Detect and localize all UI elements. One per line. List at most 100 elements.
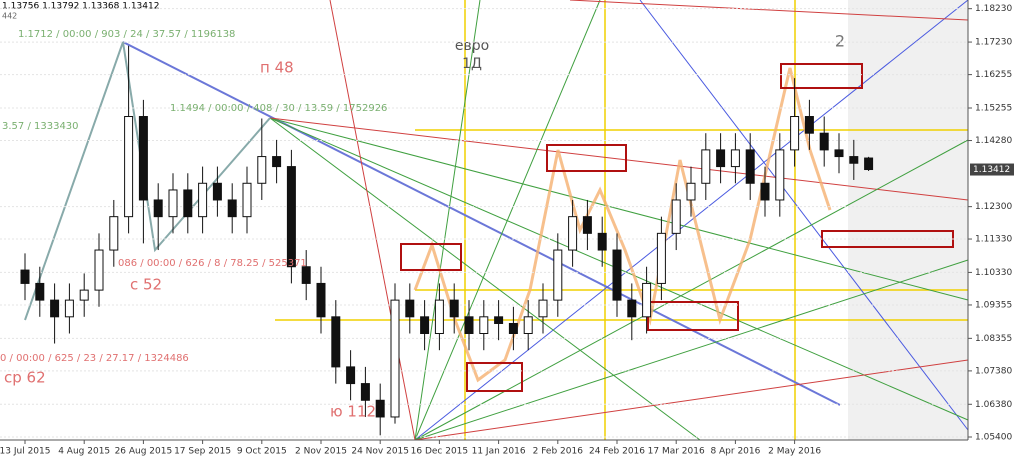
x-tick-label: 2 Nov 2015 bbox=[295, 447, 347, 457]
y-tick-label: 1.14280 bbox=[975, 136, 1012, 146]
y-tick-label: 1.16255 bbox=[975, 70, 1012, 80]
y-tick-label: 1.15255 bbox=[975, 103, 1012, 113]
candle-body bbox=[745, 149, 755, 184]
candle-body bbox=[449, 299, 459, 318]
y-tick-label: 1.18230 bbox=[975, 4, 1012, 14]
candle-body bbox=[464, 316, 474, 335]
y-tick-label: 1.07380 bbox=[975, 366, 1012, 376]
candle-body bbox=[671, 199, 681, 234]
future-zone bbox=[848, 0, 968, 440]
candle-body bbox=[64, 299, 74, 318]
candle-body bbox=[716, 149, 726, 168]
x-tick-label: 8 Apr 2016 bbox=[710, 447, 760, 457]
y-tick-label: 1.06380 bbox=[975, 400, 1012, 410]
annotation: ю 112 bbox=[330, 403, 376, 421]
candle-body bbox=[405, 299, 415, 318]
candle-body bbox=[656, 232, 666, 284]
candle-body bbox=[508, 322, 518, 335]
candle-body bbox=[35, 282, 45, 301]
x-tick-label: 2 May 2016 bbox=[768, 447, 821, 457]
fan-line bbox=[269, 117, 969, 201]
y-tick-label: 1.05400 bbox=[975, 432, 1012, 442]
header: 1.13756 1.13792 1.13368 1.13412 bbox=[2, 2, 159, 12]
candle-body bbox=[79, 289, 89, 301]
candle-body bbox=[538, 299, 548, 318]
trend-line bbox=[639, 0, 969, 431]
y-tick-label: 1.17230 bbox=[975, 38, 1012, 48]
x-tick-label: 17 Mar 2016 bbox=[648, 447, 705, 457]
price-tag bbox=[970, 163, 1014, 176]
zone-box bbox=[400, 243, 462, 271]
candle-body bbox=[138, 116, 148, 201]
y-tick-label: 1.10330 bbox=[975, 268, 1012, 278]
y-tick-label: 1.12300 bbox=[975, 202, 1012, 212]
candle-body bbox=[627, 299, 637, 318]
annotation: 0 / 00:00 / 625 / 23 / 27.17 / 1324486 bbox=[0, 353, 189, 364]
candle-body bbox=[390, 299, 400, 418]
candle-body bbox=[434, 299, 444, 335]
candle-body bbox=[109, 216, 119, 251]
candle-body bbox=[730, 149, 740, 168]
zone-box bbox=[466, 362, 523, 392]
trend-line bbox=[414, 0, 969, 441]
candle-body bbox=[494, 316, 504, 324]
candle-body bbox=[346, 366, 356, 385]
candle-body bbox=[834, 149, 844, 158]
candle-body bbox=[50, 299, 60, 318]
candle-body bbox=[686, 182, 696, 201]
candle-body bbox=[849, 156, 859, 164]
fan-line bbox=[569, 0, 969, 21]
candle-body bbox=[568, 216, 578, 251]
candle-body bbox=[819, 132, 829, 151]
candle-body bbox=[20, 269, 30, 284]
x-tick-label: 9 Oct 2015 bbox=[237, 447, 287, 457]
candle-body bbox=[582, 216, 592, 234]
x-tick-label: 24 Nov 2015 bbox=[351, 447, 409, 457]
candle-body bbox=[124, 116, 134, 218]
candle-body bbox=[553, 249, 563, 301]
candle-body bbox=[479, 316, 489, 335]
fan-line bbox=[414, 0, 481, 441]
candle-body bbox=[360, 383, 370, 401]
candle-body bbox=[198, 182, 208, 218]
x-tick-label: 13 Jul 2015 bbox=[0, 447, 50, 457]
timeframe: 1Д bbox=[462, 56, 482, 72]
annotation: ср 62 bbox=[4, 369, 46, 387]
trend-line bbox=[122, 41, 841, 406]
candle-body bbox=[272, 156, 282, 168]
x-tick-label: 11 Jan 2016 bbox=[472, 447, 526, 457]
fan-line bbox=[414, 0, 601, 441]
annotation: 3.57 / 1333430 bbox=[2, 121, 79, 132]
symbol: евро bbox=[455, 38, 489, 54]
candle-body bbox=[775, 149, 785, 201]
y-tick-label: 1.09355 bbox=[975, 300, 1012, 310]
candle-body bbox=[790, 116, 800, 151]
candle-body bbox=[331, 316, 341, 368]
x-tick-label: 24 Feb 2016 bbox=[589, 447, 645, 457]
candle-body bbox=[301, 266, 311, 284]
y-tick-label: 1.08355 bbox=[975, 334, 1012, 344]
zigzag bbox=[413, 67, 832, 383]
candle-body bbox=[864, 157, 874, 171]
annotation: 1.1494 / 00:00 / 408 / 30 / 13.59 / 1752… bbox=[170, 103, 387, 114]
x-tick-label: 2 Feb 2016 bbox=[533, 447, 584, 457]
fan-line bbox=[329, 0, 416, 441]
x-tick-label: 17 Sep 2015 bbox=[174, 447, 231, 457]
candle-body bbox=[760, 182, 770, 201]
candle-body bbox=[642, 282, 652, 318]
fan-line bbox=[269, 117, 969, 301]
candle-body bbox=[523, 316, 533, 335]
annotation: 1.1712 / 00:00 / 903 / 24 / 37.57 / 1196… bbox=[18, 29, 235, 40]
candle-body bbox=[804, 116, 814, 134]
candle-body bbox=[612, 249, 622, 301]
y-tick-label: 1.11330 bbox=[975, 235, 1012, 245]
candle-body bbox=[286, 166, 296, 268]
x-tick-label: 26 Aug 2015 bbox=[115, 447, 173, 457]
candle-body bbox=[153, 199, 163, 218]
candle-body bbox=[597, 232, 607, 251]
candle-body bbox=[420, 316, 430, 335]
fan-line bbox=[414, 359, 969, 441]
candle-body bbox=[227, 199, 237, 218]
candle-body bbox=[183, 189, 193, 218]
